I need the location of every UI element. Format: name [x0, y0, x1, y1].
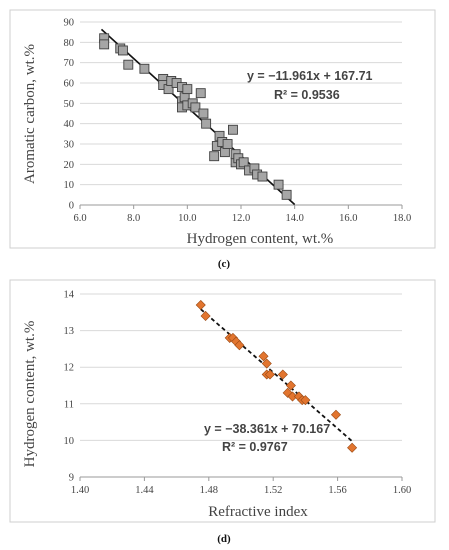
chart-d: 9 10 11 12 13 14 1.40 1.44 1.48 1.52 1.56 1.60 y =… — [9, 279, 436, 523]
data-point — [285, 380, 296, 391]
data-point — [257, 171, 268, 182]
x-tick-label: 1.44 — [135, 485, 154, 496]
panel-label-d: (d) — [217, 533, 231, 545]
y-tick-label: 14 — [64, 290, 75, 301]
data-point — [238, 157, 249, 168]
y-tick-label: 20 — [64, 160, 75, 171]
x-tick-label: 10.0 — [178, 213, 196, 224]
chart-d-r-squared: R² = 0.9767 — [222, 440, 288, 454]
y-tick-label: 90 — [64, 18, 75, 29]
data-point — [258, 351, 269, 362]
chart-c-equation: y = −11.961x + 167.71 — [247, 69, 373, 83]
chart-d-axes — [79, 476, 403, 481]
data-point — [264, 369, 276, 380]
x-tick-label: 1.40 — [71, 485, 89, 496]
y-tick-label: 11 — [64, 399, 74, 410]
x-tick-label: 14.0 — [285, 213, 303, 224]
x-tick-label: 1.52 — [264, 485, 282, 496]
chart-d-x-axis-title: Refractive index — [208, 504, 308, 520]
y-tick-label: 80 — [64, 38, 75, 49]
chart-d-y-tick-labels: 9 10 11 12 13 14 — [64, 290, 75, 484]
data-point — [200, 310, 211, 321]
data-point — [198, 108, 209, 119]
data-point — [190, 102, 201, 113]
chart-d-y-axis-title: Hydrogen content, wt.% — [22, 321, 38, 468]
y-tick-label: 0 — [69, 201, 74, 212]
chart-c-r-squared: R² = 0.9536 — [274, 88, 340, 102]
data-point — [117, 45, 128, 56]
y-tick-label: 70 — [64, 58, 75, 69]
x-tick-label: 1.60 — [393, 485, 411, 496]
chart-c-y-tick-labels: 0 10 20 30 40 50 60 70 80 90 — [64, 18, 75, 212]
data-point — [273, 179, 284, 190]
y-tick-label: 30 — [64, 140, 75, 151]
chart-d-equation: y = −38.361x + 70.167 — [204, 422, 330, 436]
data-point — [219, 147, 230, 158]
y-tick-label: 60 — [64, 79, 75, 90]
chart-c-gridlines — [80, 21, 402, 186]
chart-c-frame — [9, 9, 436, 249]
data-point — [123, 59, 134, 70]
panel-label-c: (c) — [218, 258, 231, 270]
data-point — [330, 409, 342, 420]
x-tick-label: 8.0 — [127, 213, 140, 224]
chart-c-x-axis-title: Hydrogen content, wt.% — [187, 231, 334, 247]
chart-d-gridlines — [80, 293, 402, 441]
data-point — [277, 369, 288, 380]
y-tick-label: 10 — [64, 436, 75, 447]
chart-c-points — [99, 33, 292, 200]
data-point — [261, 358, 272, 369]
data-point — [195, 299, 206, 311]
chart-d-frame — [9, 279, 436, 523]
y-tick-label: 12 — [64, 363, 75, 374]
chart-c-y-axis-title: Aromatic carbon, wt.% — [22, 44, 38, 184]
y-tick-label: 10 — [64, 180, 75, 191]
x-tick-label: 6.0 — [73, 213, 86, 224]
data-point — [227, 124, 238, 135]
data-point — [195, 88, 206, 99]
x-tick-label: 12.0 — [232, 213, 250, 224]
data-point — [234, 340, 245, 351]
data-point — [201, 118, 212, 129]
y-tick-label: 40 — [64, 119, 75, 130]
chart-d-points — [195, 299, 358, 453]
y-tick-label: 9 — [69, 473, 74, 484]
y-tick-label: 50 — [64, 99, 75, 110]
data-point — [281, 189, 292, 200]
data-point — [139, 63, 150, 74]
data-point — [209, 151, 220, 162]
y-tick-label: 13 — [64, 326, 75, 337]
chart-c-axes — [79, 204, 403, 209]
data-point — [99, 39, 110, 50]
trendline — [200, 308, 353, 442]
data-point — [222, 139, 233, 149]
data-point — [300, 395, 311, 406]
x-tick-label: 1.48 — [200, 485, 218, 496]
chart-d-trendline — [200, 308, 353, 442]
x-tick-label: 16.0 — [339, 213, 357, 224]
x-tick-label: 18.0 — [393, 213, 411, 224]
chart-c-x-tick-labels: 6.0 8.0 10.0 12.0 14.0 16.0 18.0 — [73, 213, 411, 224]
chart-c: 0 10 20 30 40 50 60 70 80 90 6.0 8.0 10.0 12.0 14.0 16… — [9, 9, 436, 249]
chart-d-x-tick-labels: 1.40 1.44 1.48 1.52 1.56 1.60 — [71, 485, 411, 496]
data-point — [182, 84, 193, 95]
data-point — [347, 442, 358, 453]
x-tick-label: 1.56 — [328, 485, 346, 496]
